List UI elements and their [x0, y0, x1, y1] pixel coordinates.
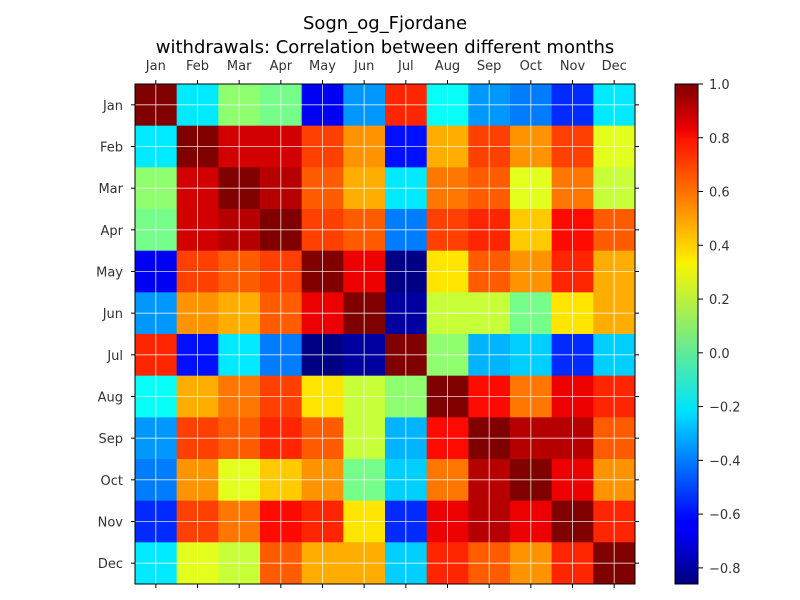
- heatmap-cells: [135, 84, 636, 585]
- y-tick-label: Jul: [106, 349, 123, 364]
- chart-title: Sogn_og_Fjordane: [303, 13, 467, 34]
- x-tick-label: Jan: [145, 59, 166, 74]
- colorbar-tick-label: 0.4: [709, 239, 730, 254]
- heatmap-frame: [134, 83, 636, 585]
- colorbar: [674, 83, 699, 585]
- y-tick-label: Apr: [101, 224, 124, 239]
- y-tick-label: Feb: [100, 141, 123, 156]
- y-axis-labels: Jan Feb Mar Apr May Jun Jul Aug Sep Oct Nov Dec: [96, 99, 124, 572]
- x-tick-label: Sep: [477, 59, 502, 74]
- colorbar-tick-label: 0.6: [709, 186, 730, 201]
- y-tick-label: Mar: [98, 182, 123, 197]
- colorbar-tick-label: 1.0: [709, 78, 730, 93]
- colorbar-tick-label: 0.2: [709, 293, 730, 308]
- y-tick-label: Dec: [98, 557, 123, 572]
- y-tick-label: Jan: [102, 99, 123, 114]
- heatmap-grid: [135, 84, 635, 584]
- colorbar-tick-label: −0.8: [709, 562, 741, 577]
- x-tick-label: Dec: [602, 59, 627, 74]
- x-tick-label: Mar: [227, 59, 252, 74]
- y-tick-label: Aug: [98, 391, 123, 406]
- colorbar-tick-label: 0.8: [709, 132, 730, 147]
- chart-subtitle: withdrawals: Correlation between differe…: [156, 37, 614, 58]
- colorbar-tick-label: −0.6: [709, 508, 741, 523]
- y-tick-label: Sep: [98, 432, 123, 447]
- colorbar-tick-label: 0.0: [709, 347, 730, 362]
- x-tick-label: Jul: [397, 59, 414, 74]
- y-tick-label: Jun: [102, 307, 123, 322]
- x-tick-label: May: [309, 59, 336, 74]
- y-tick-label: May: [96, 266, 123, 281]
- colorbar-ticks: 1.0 0.8 0.6 0.4 0.2 0.0 −0.2 −0.4 −0.6 −0.8: [698, 78, 741, 577]
- x-tick-label: Apr: [270, 59, 293, 74]
- x-tick-label: Oct: [520, 59, 542, 74]
- x-tick-label: Nov: [560, 59, 586, 74]
- y-tick-label: Oct: [101, 474, 123, 489]
- colorbar-tick-label: −0.2: [709, 401, 741, 416]
- x-tick-label: Aug: [435, 59, 460, 74]
- y-tick-label: Nov: [98, 516, 124, 531]
- x-axis-labels: Jan Feb Mar Apr May Jun Jul Aug Sep Oct Nov Dec: [145, 59, 627, 74]
- heatmap-ticks: [131, 80, 639, 588]
- colorbar-tick-label: −0.4: [709, 454, 741, 469]
- x-tick-label: Feb: [186, 59, 209, 74]
- x-tick-label: Jun: [353, 59, 374, 74]
